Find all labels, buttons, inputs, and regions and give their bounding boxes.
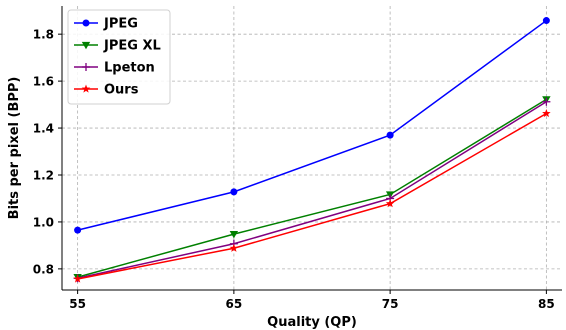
x-axis-label: Quality (QP) xyxy=(267,315,357,330)
series-ours xyxy=(73,109,551,283)
y-tick-label-4: 1.6 xyxy=(33,75,54,89)
legend-item-lpeton: Lpeton xyxy=(74,61,155,76)
data-point-ours-75 xyxy=(385,199,395,208)
y-tick-label-3: 1.4 xyxy=(33,122,54,136)
series-group xyxy=(73,17,551,283)
legend-label-lpeton: Lpeton xyxy=(104,61,155,76)
x-tick-label-3: 85 xyxy=(538,297,555,311)
legend-box xyxy=(67,9,171,105)
x-tick-label-1: 65 xyxy=(226,297,243,311)
x-tick-label-2: 75 xyxy=(382,297,399,311)
data-point-ours-85 xyxy=(542,109,551,118)
series-lpeton xyxy=(73,97,551,283)
y-tick-label-5: 1.8 xyxy=(33,28,54,42)
legend-marker-ours xyxy=(81,84,91,93)
legend-item-jpeg: JPEG xyxy=(74,17,138,32)
x-axis-ticks: 55 65 75 85 xyxy=(69,290,555,311)
legend-marker-lpeton xyxy=(82,63,90,71)
series-line-lpeton xyxy=(77,101,547,279)
data-point-ours-65 xyxy=(229,243,239,252)
legend-label-ours: Ours xyxy=(104,83,139,98)
legend-marker-jpeg-xl xyxy=(81,41,91,50)
series-line-ours xyxy=(77,112,547,280)
data-point-lpeton-85 xyxy=(542,97,551,106)
series-line-jpeg xyxy=(77,19,547,231)
data-point-jpeg-65 xyxy=(230,188,238,196)
series-line-jpeg-xl xyxy=(77,98,547,278)
data-point-jpeg-85 xyxy=(542,17,550,25)
data-point-jpeg-xl-65 xyxy=(229,230,239,239)
legend-item-ours: Ours xyxy=(74,83,139,98)
data-point-jpeg-55 xyxy=(74,226,82,234)
axes xyxy=(61,6,562,291)
series-jpeg-xl xyxy=(73,96,551,282)
x-tick-label-0: 55 xyxy=(69,297,86,311)
data-point-jpeg-75 xyxy=(386,131,394,139)
series-jpeg xyxy=(74,17,550,234)
legend-marker-jpeg xyxy=(82,19,90,27)
legend-item-jpeg-xl: JPEG XL xyxy=(74,39,161,54)
y-tick-label-1: 1.0 xyxy=(33,215,54,229)
data-point-ours-55 xyxy=(73,274,82,283)
y-tick-label-2: 1.2 xyxy=(33,168,54,182)
y-tick-label-0: 0.8 xyxy=(33,262,54,276)
y-axis-label: Bits per pixel (BPP) xyxy=(7,77,22,220)
y-axis-ticks: 0.8 1.0 1.2 1.4 1.6 1.8 xyxy=(33,28,62,276)
legend-label-jpeg-xl: JPEG XL xyxy=(103,39,161,54)
legend: JPEG JPEG XL Lpeton Ours xyxy=(67,9,171,105)
legend-label-jpeg: JPEG xyxy=(103,17,138,32)
